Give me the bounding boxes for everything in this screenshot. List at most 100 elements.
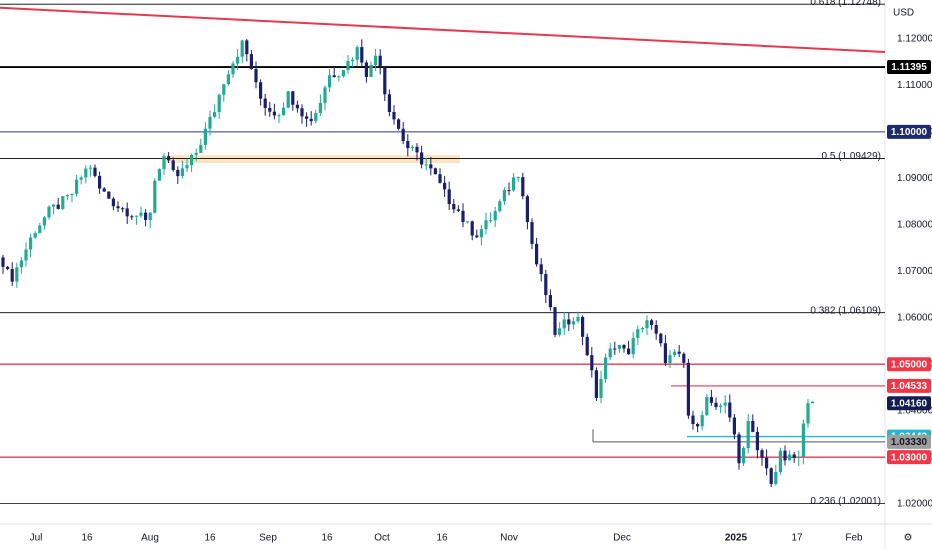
candle-body[interactable] <box>627 348 631 355</box>
candle-body[interactable] <box>111 198 115 207</box>
candle-body[interactable] <box>544 274 548 296</box>
candle-body[interactable] <box>52 204 56 207</box>
candle-body[interactable] <box>539 264 543 275</box>
candle-body[interactable] <box>102 188 106 192</box>
candle-body[interactable] <box>15 267 19 282</box>
candle-body[interactable] <box>751 420 755 432</box>
candle-body[interactable] <box>176 169 180 177</box>
candle-body[interactable] <box>254 68 258 83</box>
candle-body[interactable] <box>732 417 736 435</box>
candle-body[interactable] <box>613 348 617 350</box>
candle-body[interactable] <box>272 111 276 116</box>
candle-body[interactable] <box>530 222 534 244</box>
candle-body[interactable] <box>797 456 801 458</box>
candle-body[interactable] <box>792 454 796 458</box>
candle-body[interactable] <box>130 216 134 218</box>
candle-body[interactable] <box>180 168 184 177</box>
candle-body[interactable] <box>318 102 322 114</box>
candle-body[interactable] <box>760 450 764 458</box>
candle-body[interactable] <box>107 191 111 199</box>
candle-body[interactable] <box>746 420 750 449</box>
candle-body[interactable] <box>535 243 539 265</box>
candle-body[interactable] <box>475 235 479 238</box>
candle-body[interactable] <box>314 113 318 122</box>
candle-body[interactable] <box>374 55 378 66</box>
candle-body[interactable] <box>778 450 782 473</box>
candle-body[interactable] <box>167 156 171 161</box>
candle-body[interactable] <box>774 472 778 485</box>
candle-body[interactable] <box>659 333 663 344</box>
candle-body[interactable] <box>70 193 74 196</box>
candle-body[interactable] <box>567 319 571 325</box>
candle-body[interactable] <box>29 237 33 250</box>
candle-body[interactable] <box>259 82 263 99</box>
candle-body[interactable] <box>222 84 226 95</box>
candle-body[interactable] <box>79 177 83 180</box>
candle-body[interactable] <box>663 343 667 364</box>
candle-body[interactable] <box>801 423 805 457</box>
candle-body[interactable] <box>470 221 474 236</box>
candle-body[interactable] <box>723 402 727 406</box>
candle-body[interactable] <box>415 146 419 153</box>
candle-body[interactable] <box>231 63 235 75</box>
candle-body[interactable] <box>502 190 506 202</box>
candle-body[interactable] <box>203 128 207 145</box>
candle-body[interactable] <box>719 405 723 408</box>
candle-body[interactable] <box>139 212 143 216</box>
candle-body[interactable] <box>410 146 414 149</box>
candle-body[interactable] <box>696 424 700 427</box>
trendline[interactable] <box>0 6 886 53</box>
candle-body[interactable] <box>236 56 240 64</box>
candle-body[interactable] <box>378 55 382 68</box>
candle-body[interactable] <box>548 295 552 308</box>
candle-body[interactable] <box>291 91 295 105</box>
candle-body[interactable] <box>420 152 424 165</box>
candle-body[interactable] <box>479 229 483 238</box>
candle-body[interactable] <box>576 316 580 322</box>
candle-body[interactable] <box>783 450 787 461</box>
candle-body[interactable] <box>360 47 364 63</box>
candle-body[interactable] <box>397 119 401 129</box>
candle-body[interactable] <box>438 174 442 183</box>
candle-body[interactable] <box>673 351 677 356</box>
candle-body[interactable] <box>456 209 460 211</box>
candle-body[interactable] <box>332 75 336 78</box>
candle-body[interactable] <box>208 116 212 129</box>
candle-body[interactable] <box>599 378 603 398</box>
candle-body[interactable] <box>677 351 681 354</box>
candle-body[interactable] <box>654 324 658 334</box>
candle-body[interactable] <box>337 76 341 78</box>
candle-body[interactable] <box>668 355 672 364</box>
candle-body[interactable] <box>512 177 516 191</box>
candle-body[interactable] <box>806 403 810 424</box>
candle-body[interactable] <box>33 233 37 238</box>
candle-body[interactable] <box>686 362 690 416</box>
candle-body[interactable] <box>199 144 203 153</box>
candle-body[interactable] <box>56 204 60 209</box>
candle-body[interactable] <box>640 327 644 330</box>
candle-body[interactable] <box>190 154 194 166</box>
candle-body[interactable] <box>553 307 557 335</box>
candle-body[interactable] <box>300 108 304 117</box>
candle-body[interactable] <box>645 320 649 328</box>
candle-body[interactable] <box>383 67 387 95</box>
candle-body[interactable] <box>10 268 14 282</box>
candle-body[interactable] <box>571 321 575 325</box>
candle-body[interactable] <box>650 320 654 325</box>
candle-body[interactable] <box>148 212 152 220</box>
candle-body[interactable] <box>134 215 138 217</box>
candle-body[interactable] <box>622 344 626 349</box>
candle-body[interactable] <box>387 94 391 112</box>
candle-body[interactable] <box>489 220 493 222</box>
candle-body[interactable] <box>788 454 792 461</box>
candle-body[interactable] <box>585 336 589 356</box>
candle-body[interactable] <box>171 160 175 170</box>
candle-body[interactable] <box>558 328 562 335</box>
candle-body[interactable] <box>484 220 488 230</box>
candle-body[interactable] <box>709 397 713 403</box>
candle-body[interactable] <box>42 217 46 226</box>
candle-body[interactable] <box>700 415 704 427</box>
candle-body[interactable] <box>75 179 79 194</box>
candle-body[interactable] <box>742 448 746 464</box>
candle-body[interactable] <box>443 182 447 190</box>
